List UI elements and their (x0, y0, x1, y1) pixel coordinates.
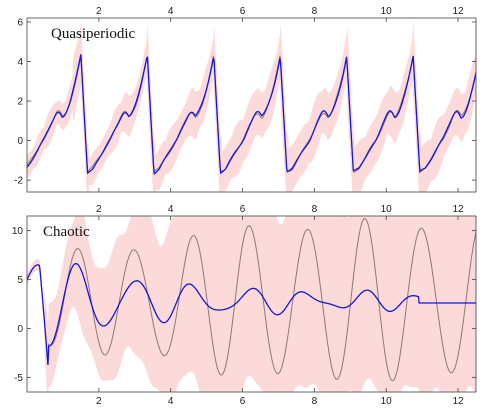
mean-series-line (27, 262, 476, 366)
uncertainty-band (27, 18, 476, 192)
x-tick-label: 6 (240, 204, 246, 215)
x-tick-label: 6 (240, 6, 246, 17)
plot-area (27, 216, 476, 392)
x-tick-label: 4 (168, 6, 174, 17)
axis-frame (26, 215, 477, 393)
mean-series-line (27, 54, 476, 175)
x-tick-label: 2 (96, 6, 102, 17)
x-tick-label: 8 (312, 204, 318, 215)
y-tick-label: 2 (17, 97, 23, 108)
x-tick-label: 2 (96, 204, 102, 215)
x-tick-label: 4 (168, 396, 174, 407)
y-tick-label: 6 (17, 17, 23, 28)
truth-series-line (27, 218, 476, 382)
x-tick-label: 12 (452, 6, 464, 17)
x-tick-label: 2 (96, 396, 102, 407)
y-tick-label: 0 (17, 324, 23, 335)
uncertainty-band (27, 216, 476, 392)
x-tick-label: 10 (381, 204, 393, 215)
x-tick-label: 6 (240, 396, 246, 407)
y-tick-label: -5 (14, 373, 23, 384)
panel-title: Quasiperiodic (51, 26, 135, 42)
y-tick-label: 0 (17, 136, 23, 147)
x-tick-label: 8 (312, 396, 318, 407)
x-tick-label: 12 (452, 204, 464, 215)
axis-frame (26, 17, 477, 193)
y-tick-label: 5 (17, 275, 23, 286)
y-tick-label: -2 (14, 176, 23, 187)
x-tick-label: 8 (312, 6, 318, 17)
panel-quasiperiodic: 2 4 6 8 10 12 -2 0 2 4 6 Quasiperiodic (14, 6, 477, 193)
panel-title: Chaotic (43, 224, 90, 240)
plot-area (27, 18, 476, 192)
y-tick-label: 4 (17, 57, 23, 68)
x-tick-label: 12 (452, 396, 464, 407)
x-tick-label: 10 (381, 6, 393, 17)
x-tick-label: 4 (168, 204, 174, 215)
panel-chaotic: 2 2 4 4 6 6 8 8 10 10 12 12 -5 0 5 10 Chaotic (12, 204, 477, 407)
x-tick-label: 10 (381, 396, 393, 407)
y-tick-label: 10 (12, 226, 24, 237)
